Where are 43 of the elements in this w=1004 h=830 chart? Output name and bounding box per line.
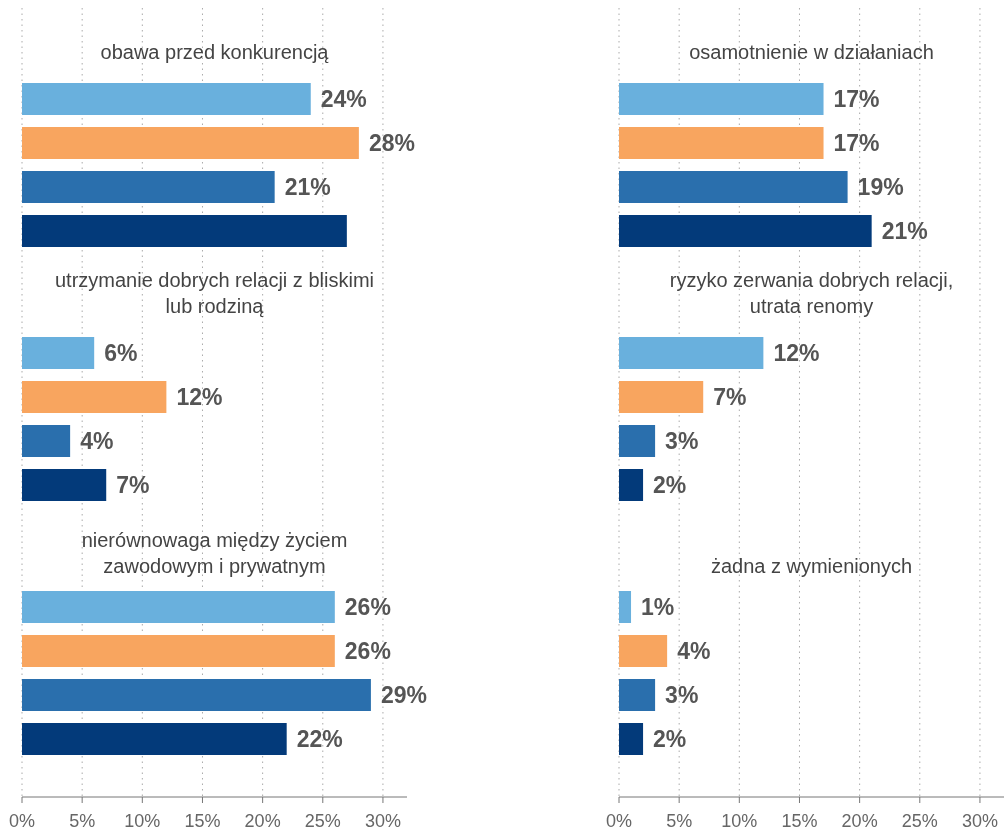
data-label: 28%	[368, 130, 415, 156]
y-tick-label: żadna z wymienionych	[710, 555, 913, 577]
x-tick-label: 20%	[841, 811, 878, 830]
x-tick-label: 10%	[721, 811, 758, 830]
data-label: 29%	[380, 682, 427, 708]
y-tick-label: nierównowaga między życiem zawodowym i prywatnym	[81, 529, 348, 577]
data-label: 17%	[833, 130, 880, 156]
data-label: 2%	[653, 472, 687, 498]
x-tick-label: 25%	[901, 811, 938, 830]
x-tick-label: 15%	[781, 811, 818, 830]
y-tick-label: utrzymanie dobrych relacji z bliskimi lub rodziną	[55, 269, 374, 317]
x-tick-label: 5%	[666, 811, 693, 830]
data-label: 26%	[344, 594, 391, 620]
x-tick-label: 0%	[605, 811, 633, 830]
data-label: 3%	[665, 428, 699, 454]
data-label: 12%	[773, 340, 820, 366]
data-label: 6%	[104, 340, 138, 366]
x-tick-label: 30%	[961, 811, 998, 830]
data-label: 17%	[833, 86, 880, 112]
x-tick-label: 0%	[8, 811, 36, 830]
x-tick-label: 10%	[124, 811, 161, 830]
data-label: 7%	[116, 472, 150, 498]
y-tick-label: osamotnienie w działaniach	[689, 41, 934, 63]
data-label: 4%	[80, 428, 114, 454]
x-tick-label: 25%	[304, 811, 341, 830]
data-label: 12%	[176, 384, 223, 410]
data-label: 1%	[641, 594, 675, 620]
data-label: 3%	[665, 682, 699, 708]
data-label: 21%	[881, 218, 928, 244]
y-tick-label: obawa przed konkurencją	[100, 41, 330, 63]
data-label: 19%	[857, 174, 904, 200]
data-label: 26%	[344, 638, 391, 664]
x-tick-label: 5%	[69, 811, 96, 830]
data-label: 22%	[296, 726, 343, 752]
data-label: 24%	[320, 86, 367, 112]
data-label: 21%	[284, 174, 331, 200]
data-label: 4%	[677, 638, 711, 664]
y-tick-label: ryzyko zerwania dobrych relacji, utrata renomy	[669, 269, 954, 317]
data-label: 2%	[653, 726, 687, 752]
x-tick-label: 20%	[244, 811, 281, 830]
x-tick-label: 30%	[364, 811, 401, 830]
data-label: 7%	[713, 384, 747, 410]
x-tick-label: 15%	[184, 811, 221, 830]
